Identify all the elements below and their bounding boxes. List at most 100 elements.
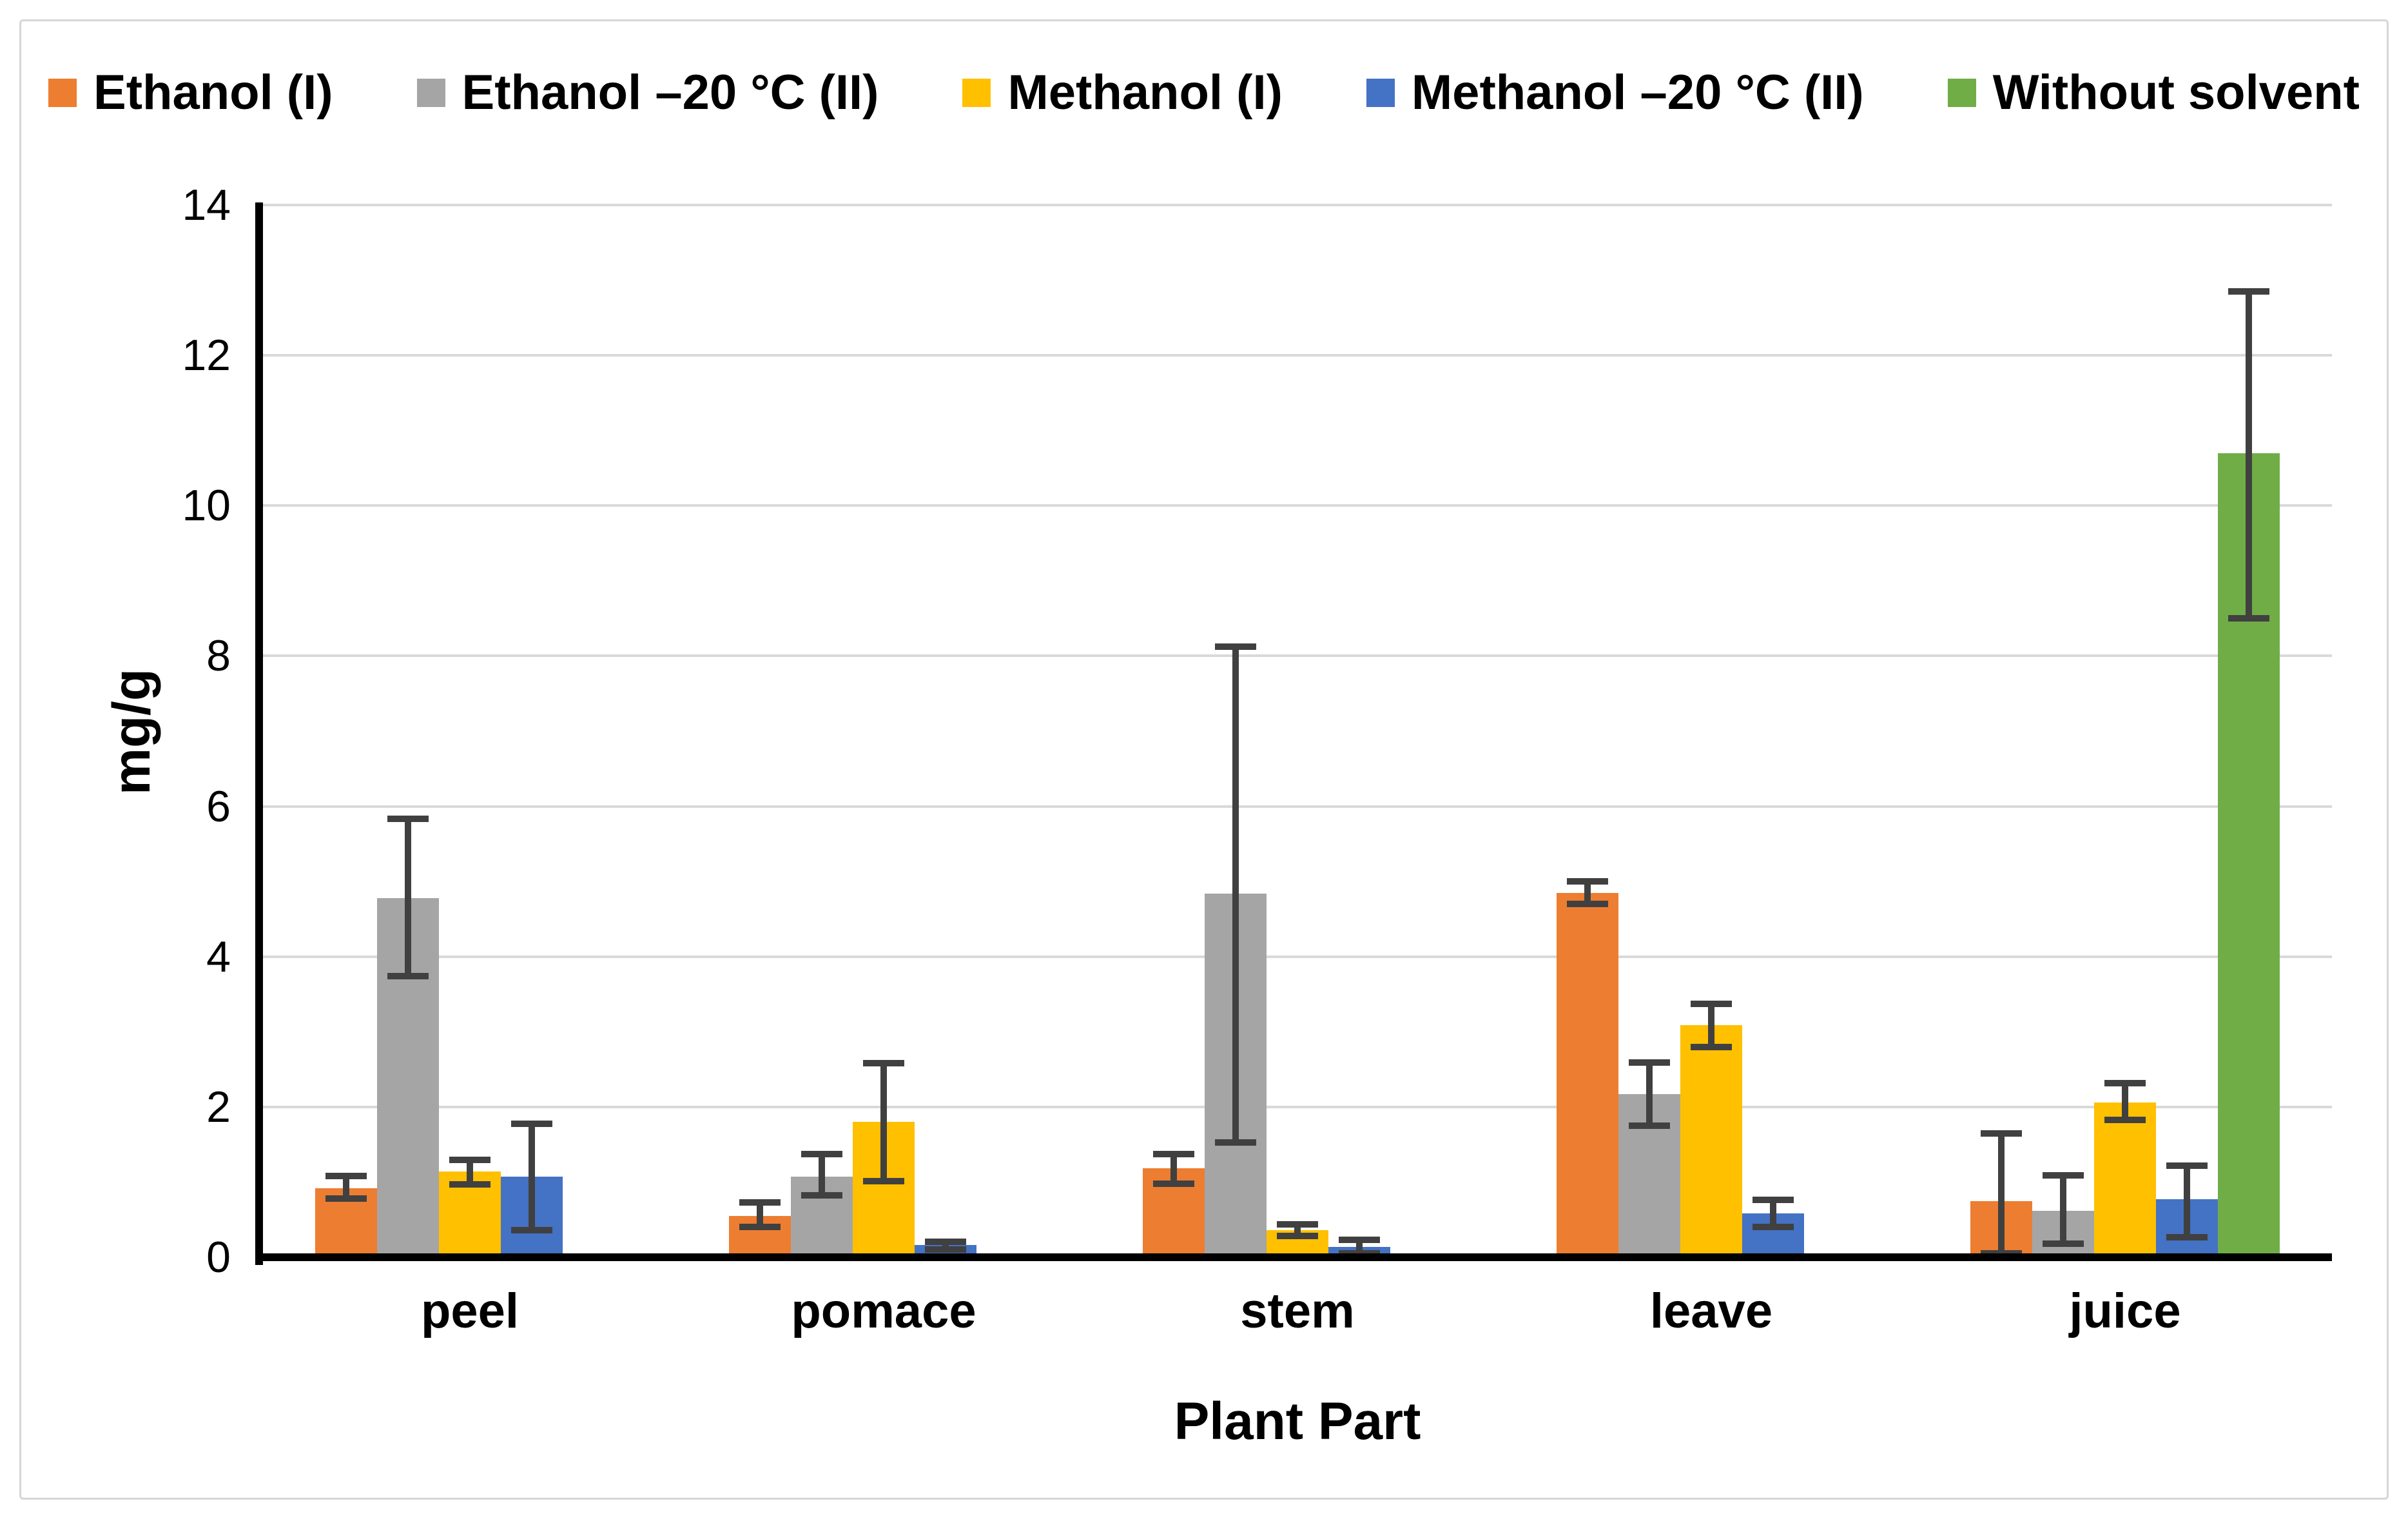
error-bar-line: [467, 1159, 473, 1184]
error-bar-cap-top: [1567, 878, 1608, 885]
gridline: [263, 504, 2332, 507]
error-bar-cap-top: [863, 1060, 904, 1067]
y-tick-label: 12: [182, 331, 231, 380]
error-bar-cap-bottom: [1629, 1122, 1670, 1129]
error-bar-cap-top: [2043, 1171, 2084, 1179]
error-bar-cap-top: [2104, 1079, 2146, 1086]
legend-swatch-icon: [48, 78, 77, 107]
legend-item-series4: Methanol –20 °C (II): [1366, 64, 1864, 121]
error-bar-line: [2246, 291, 2252, 619]
category-label-pomace: pomace: [791, 1284, 976, 1338]
error-bar-cap-top: [2228, 288, 2269, 295]
chart-legend: Ethanol (I) Ethanol –20 °C (II) Methanol (…: [0, 64, 2408, 121]
category-label-juice: juice: [2069, 1284, 2181, 1338]
error-bar-line: [529, 1123, 535, 1230]
error-bar-cap-bottom: [1277, 1233, 1318, 1240]
category-label-leave: leave: [1649, 1284, 1773, 1338]
legend-swatch-icon: [1947, 78, 1976, 107]
error-bar-cap-bottom: [2104, 1116, 2146, 1123]
error-bar-cap-top: [387, 816, 429, 823]
error-bar-line: [2184, 1165, 2190, 1237]
error-bar-line: [405, 819, 411, 976]
error-bar-line: [343, 1176, 349, 1199]
error-bar-cap-top: [1339, 1237, 1380, 1244]
gridline: [263, 1105, 2332, 1108]
error-bar-cap-top: [1753, 1197, 1794, 1204]
y-tick-label: 10: [182, 481, 231, 531]
error-bar-cap-bottom: [2166, 1233, 2208, 1240]
legend-item-series3: Methanol (I): [962, 64, 1283, 121]
legend-item-series5: Without solvent: [1947, 64, 2360, 121]
error-bar-cap-bottom: [801, 1192, 842, 1199]
y-tick-label: 4: [206, 932, 231, 981]
y-tick-label: 6: [206, 781, 231, 831]
error-bar-cap-bottom: [1567, 901, 1608, 908]
x-axis-title: Plant Part: [1174, 1392, 1421, 1451]
error-bar-cap-top: [449, 1156, 490, 1163]
legend-label: Ethanol –20 °C (II): [461, 65, 879, 120]
y-tick-label: 14: [182, 181, 231, 230]
error-bar-cap-bottom: [387, 973, 429, 979]
error-bar-cap-top: [1629, 1059, 1670, 1066]
error-bar-line: [2122, 1083, 2128, 1120]
bar-leave-series1: [1557, 892, 1618, 1257]
error-bar-cap-top: [925, 1238, 966, 1245]
legend-label: Methanol –20 °C (II): [1411, 65, 1864, 120]
error-bar-line: [1170, 1154, 1177, 1184]
gridline: [263, 805, 2332, 808]
error-bar-line: [1646, 1063, 1653, 1126]
error-bar-cap-top: [1277, 1220, 1318, 1228]
legend-label: Methanol (I): [1007, 65, 1283, 120]
error-bar-cap-bottom: [2043, 1240, 2084, 1247]
y-axis-line: [255, 202, 263, 1265]
error-bar-line: [1356, 1240, 1363, 1254]
gridline: [263, 654, 2332, 658]
error-bar-cap-bottom: [863, 1178, 904, 1185]
error-bar-cap-top: [1981, 1130, 2022, 1137]
category-label-peel: peel: [420, 1284, 519, 1338]
error-bar-cap-top: [511, 1120, 552, 1127]
error-bar-cap-bottom: [739, 1224, 781, 1231]
error-bar-line: [819, 1154, 825, 1196]
legend-label: Ethanol (I): [93, 65, 333, 120]
gridline: [263, 955, 2332, 958]
error-bar-cap-bottom: [325, 1195, 367, 1202]
error-bar-cap-bottom: [1215, 1139, 1256, 1146]
legend-swatch-icon: [416, 78, 445, 107]
error-bar-line: [942, 1241, 949, 1250]
error-bar-line: [1232, 647, 1239, 1142]
category-label-stem: stem: [1240, 1284, 1355, 1338]
error-bar-line: [1584, 881, 1591, 905]
error-bar-cap-top: [801, 1151, 842, 1158]
error-bar-cap-top: [1215, 643, 1256, 651]
error-bar-cap-top: [1153, 1151, 1194, 1158]
error-bar-cap-top: [739, 1199, 781, 1206]
error-bar-cap-bottom: [1153, 1180, 1194, 1187]
error-bar-cap-bottom: [1753, 1224, 1794, 1231]
y-tick-label: 2: [206, 1082, 231, 1132]
error-bar-line: [1770, 1200, 1776, 1228]
bar-leave-series3: [1680, 1024, 1742, 1257]
error-bar-cap-top: [325, 1173, 367, 1180]
error-bar-cap-top: [2166, 1162, 2208, 1169]
legend-swatch-icon: [1366, 78, 1395, 107]
error-bar-cap-bottom: [449, 1181, 490, 1188]
legend-item-series1: Ethanol (I): [48, 64, 333, 121]
legend-label: Without solvent: [1992, 65, 2360, 120]
x-axis-line: [255, 1253, 2332, 1261]
gridline: [263, 204, 2332, 206]
error-bar-line: [1998, 1133, 2005, 1254]
error-bar-line: [1708, 1004, 1714, 1047]
bar-juice-series3: [2094, 1102, 2156, 1257]
error-bar-line: [757, 1202, 763, 1228]
error-bar-line: [880, 1063, 887, 1182]
plot-area: [255, 202, 2332, 1265]
error-bar-cap-bottom: [511, 1227, 552, 1233]
error-bar-cap-top: [1691, 1001, 1732, 1008]
error-bar-cap-bottom: [925, 1246, 966, 1253]
legend-item-series2: Ethanol –20 °C (II): [416, 64, 879, 121]
error-bar-line: [2060, 1175, 2066, 1244]
error-bar-line: [1294, 1224, 1301, 1237]
error-bar-cap-bottom: [1691, 1043, 1732, 1050]
